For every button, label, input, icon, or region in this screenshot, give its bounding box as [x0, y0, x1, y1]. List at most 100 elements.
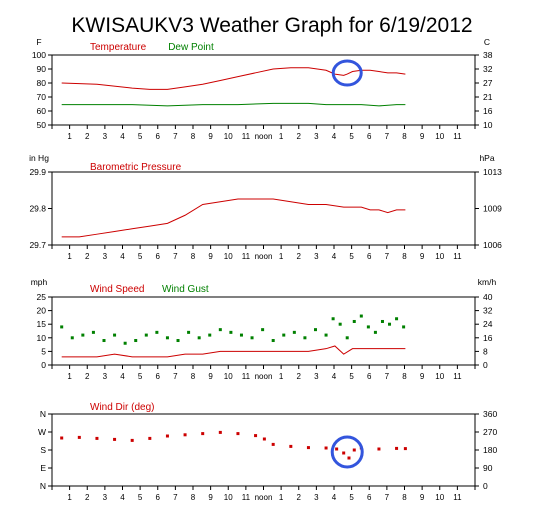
y-tick-label: 10 — [37, 333, 47, 343]
x-tick-label: 11 — [242, 372, 251, 381]
y-tick-label: 80 — [37, 78, 47, 88]
data-point — [271, 339, 275, 343]
data-point — [289, 444, 293, 448]
x-tick-label: 6 — [367, 493, 372, 502]
x-tick-label: 8 — [402, 132, 407, 141]
x-tick-label: 8 — [191, 132, 196, 141]
x-tick-label: 8 — [191, 252, 196, 261]
right-tick-label: 21 — [483, 92, 493, 102]
data-point — [377, 447, 381, 451]
x-tick-label: 2 — [85, 372, 90, 381]
series-line — [61, 102, 406, 107]
series-line — [61, 198, 406, 238]
x-tick-label: 9 — [420, 493, 425, 502]
data-point — [197, 336, 201, 340]
x-tick-label: 9 — [420, 252, 425, 261]
y-tick-label: S — [40, 445, 46, 455]
chart-title: KWISAUKV3 Weather Graph for 6/19/2012 — [71, 14, 472, 37]
x-tick-label: 2 — [297, 252, 302, 261]
x-tick-label: 6 — [156, 493, 161, 502]
right-tick-label: 32 — [483, 64, 493, 74]
y-tick-label: N — [40, 481, 46, 491]
y-tick-label: 0 — [41, 360, 46, 370]
data-point — [60, 436, 64, 440]
x-tick-label: 2 — [85, 493, 90, 502]
series-line — [61, 345, 406, 358]
legend-entry: Temperature — [90, 42, 147, 53]
x-tick-label: 6 — [367, 372, 372, 381]
x-tick-label: 11 — [453, 132, 462, 141]
data-point — [155, 330, 159, 334]
data-point — [403, 447, 407, 451]
x-tick-label: 11 — [242, 252, 251, 261]
data-point — [303, 336, 307, 340]
right-unit-label: km/h — [478, 277, 497, 287]
x-tick-label: 4 — [332, 372, 337, 381]
right-tick-label: 40 — [483, 292, 493, 302]
right-tick-label: 1006 — [483, 240, 502, 250]
x-tick-label: 8 — [402, 252, 407, 261]
x-tick-label: 11 — [453, 372, 462, 381]
x-tick-label: 10 — [435, 372, 444, 381]
x-tick-label: 5 — [138, 132, 143, 141]
data-point — [331, 317, 335, 321]
plot-frame — [51, 413, 476, 487]
x-tick-label: 5 — [349, 372, 354, 381]
legend-entry: Barometric Pressure — [90, 162, 182, 173]
x-tick-label: 11 — [242, 493, 251, 502]
x-tick-label: 9 — [420, 372, 425, 381]
x-tick-label: noon — [255, 132, 273, 141]
x-tick-label: 11 — [453, 252, 462, 261]
x-tick-label: noon — [255, 252, 273, 261]
x-tick-label: 4 — [120, 132, 125, 141]
data-point — [229, 330, 233, 334]
data-point — [395, 446, 399, 450]
y-tick-label: 90 — [37, 64, 47, 74]
x-tick-label: 11 — [453, 493, 462, 502]
data-point — [306, 446, 310, 450]
circle-marker — [331, 59, 363, 87]
data-point — [134, 339, 138, 343]
data-point — [165, 434, 169, 438]
data-point — [208, 333, 212, 337]
x-tick-label: 8 — [191, 372, 196, 381]
x-tick-label: 6 — [156, 372, 161, 381]
legend-entry: Dew Point — [168, 42, 214, 53]
data-point — [187, 330, 191, 334]
y-tick-label: 50 — [37, 120, 47, 130]
y-tick-label: 29.9 — [29, 167, 46, 177]
x-tick-label: 5 — [349, 132, 354, 141]
data-point — [77, 435, 81, 439]
data-point — [165, 336, 169, 340]
x-tick-label: 2 — [85, 252, 90, 261]
data-point — [70, 336, 74, 340]
x-tick-label: 3 — [103, 132, 108, 141]
x-tick-label: 10 — [224, 132, 233, 141]
data-point — [183, 433, 187, 437]
x-tick-label: 9 — [208, 132, 213, 141]
data-point — [347, 456, 351, 460]
x-tick-label: 3 — [314, 252, 319, 261]
data-point — [366, 325, 370, 329]
right-tick-label: 0 — [483, 360, 488, 370]
y-tick-label: 60 — [37, 106, 47, 116]
data-point — [81, 333, 85, 337]
x-tick-label: 1 — [67, 493, 72, 502]
x-tick-label: 2 — [297, 493, 302, 502]
data-point — [95, 436, 99, 440]
x-tick-label: 5 — [138, 372, 143, 381]
x-tick-label: 10 — [435, 132, 444, 141]
x-tick-label: 5 — [138, 252, 143, 261]
x-tick-label: 9 — [208, 372, 213, 381]
x-tick-label: 7 — [173, 372, 178, 381]
left-unit-label: mph — [31, 277, 48, 287]
data-point — [359, 314, 363, 318]
x-tick-label: 2 — [297, 132, 302, 141]
x-tick-label: 8 — [402, 372, 407, 381]
data-point — [324, 333, 328, 337]
data-point — [201, 432, 205, 436]
data-point — [113, 437, 117, 441]
data-point — [324, 446, 328, 450]
series-line — [61, 67, 406, 90]
x-tick-label: 3 — [103, 372, 108, 381]
